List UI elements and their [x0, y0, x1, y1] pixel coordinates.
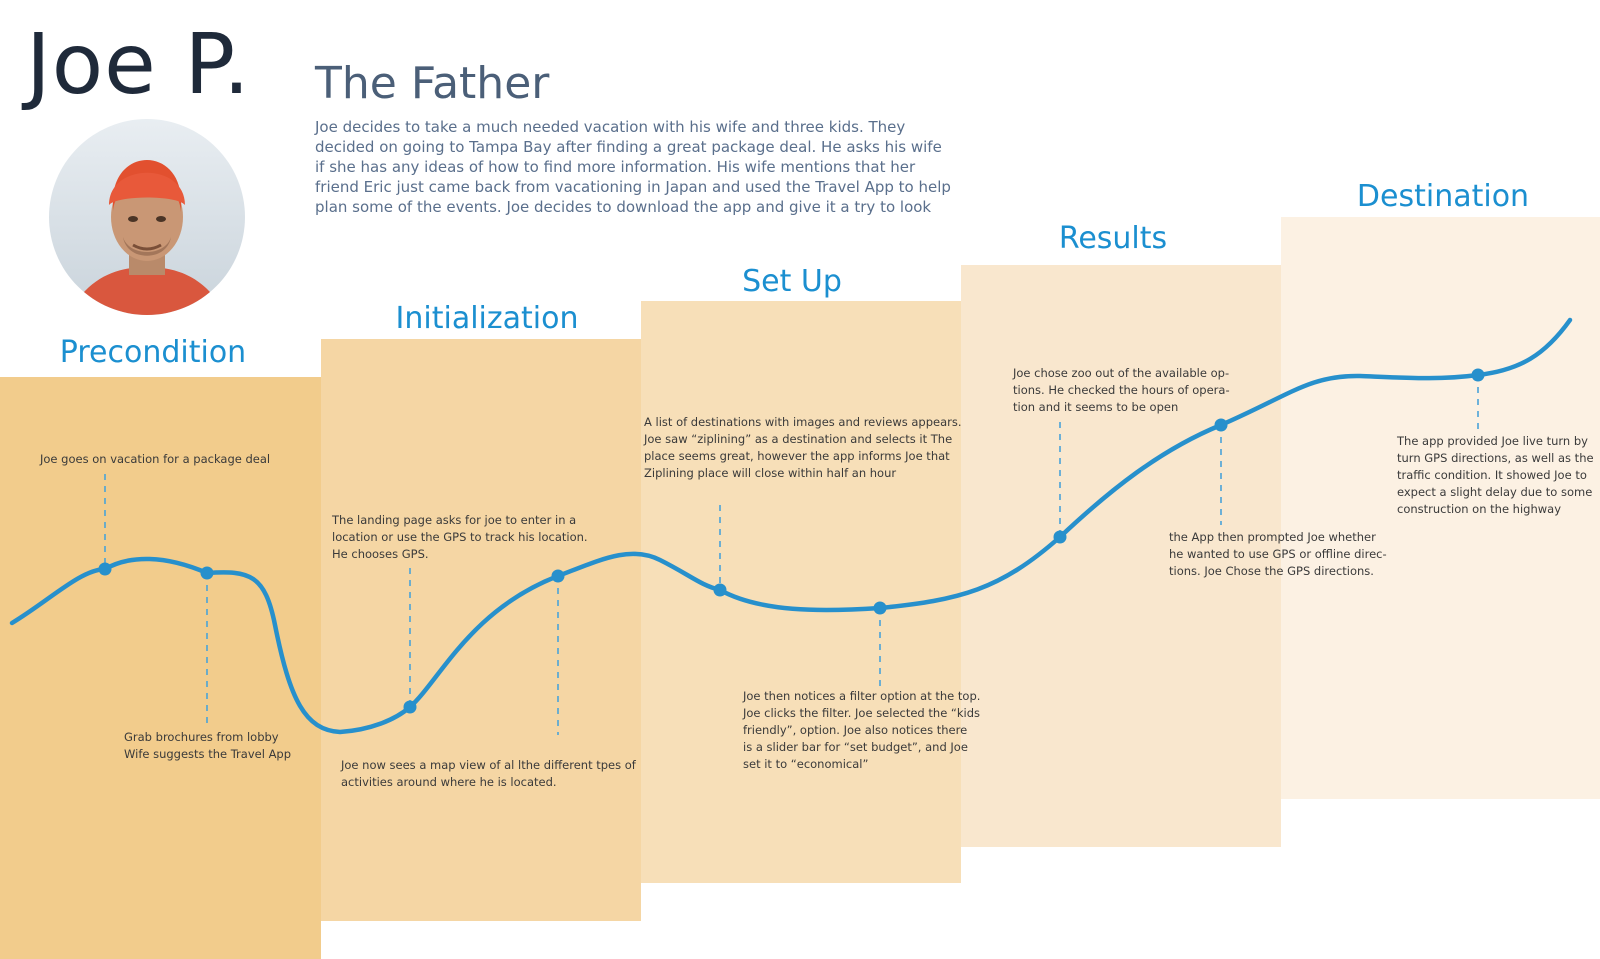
journey-point [98, 562, 112, 576]
stage-title-precondition: Precondition [59, 335, 247, 370]
journey-point [1053, 530, 1067, 544]
note-destinations-list: A list of destinations with images and r… [644, 415, 962, 480]
journey-point [200, 566, 214, 580]
stage-title-destination: Destination [1356, 179, 1530, 214]
persona-description: Joe decides to take a much needed vacati… [315, 118, 951, 216]
journey-point [551, 569, 565, 583]
journey-point [713, 583, 727, 597]
stage-title-setup: Set Up [742, 264, 842, 299]
emotion-curve [9, 317, 1573, 735]
note-package-deal: Joe goes on vacation for a package deal [40, 452, 271, 466]
persona-name: Joe P. [26, 15, 251, 113]
note-live-directions: The app provided Joe live turn by turn G… [1397, 434, 1594, 516]
note-map-view: Joe now sees a map view of al lthe diffe… [341, 758, 636, 789]
journey-point [1471, 368, 1485, 382]
note-brochures: Grab brochures from lobby Wife suggests … [124, 730, 292, 761]
note-gps-prompt: the App then prompted Joe whether he wan… [1169, 530, 1387, 578]
stage-panel-setup [641, 301, 961, 883]
person-photo-icon [49, 119, 245, 315]
stage-title-initialization: Initialization [395, 301, 579, 336]
journey-point [873, 601, 887, 615]
persona-role: The Father [315, 58, 550, 109]
journey-point [1214, 418, 1228, 432]
connector-lines [104, 375, 1479, 735]
stage-panel-initialization [321, 339, 641, 921]
stage-panel-destination [1281, 217, 1600, 799]
stage-panel-results [961, 265, 1281, 847]
stage-panel-precondition [0, 377, 321, 959]
note-landing-page: The landing page asks for joe to enter i… [332, 513, 588, 561]
note-zoo: Joe chose zoo out of the available op- t… [1013, 366, 1230, 414]
stage-title-results: Results [1058, 221, 1168, 256]
journey-point [403, 700, 417, 714]
note-filter: Joe then notices a filter option at the … [743, 689, 981, 771]
